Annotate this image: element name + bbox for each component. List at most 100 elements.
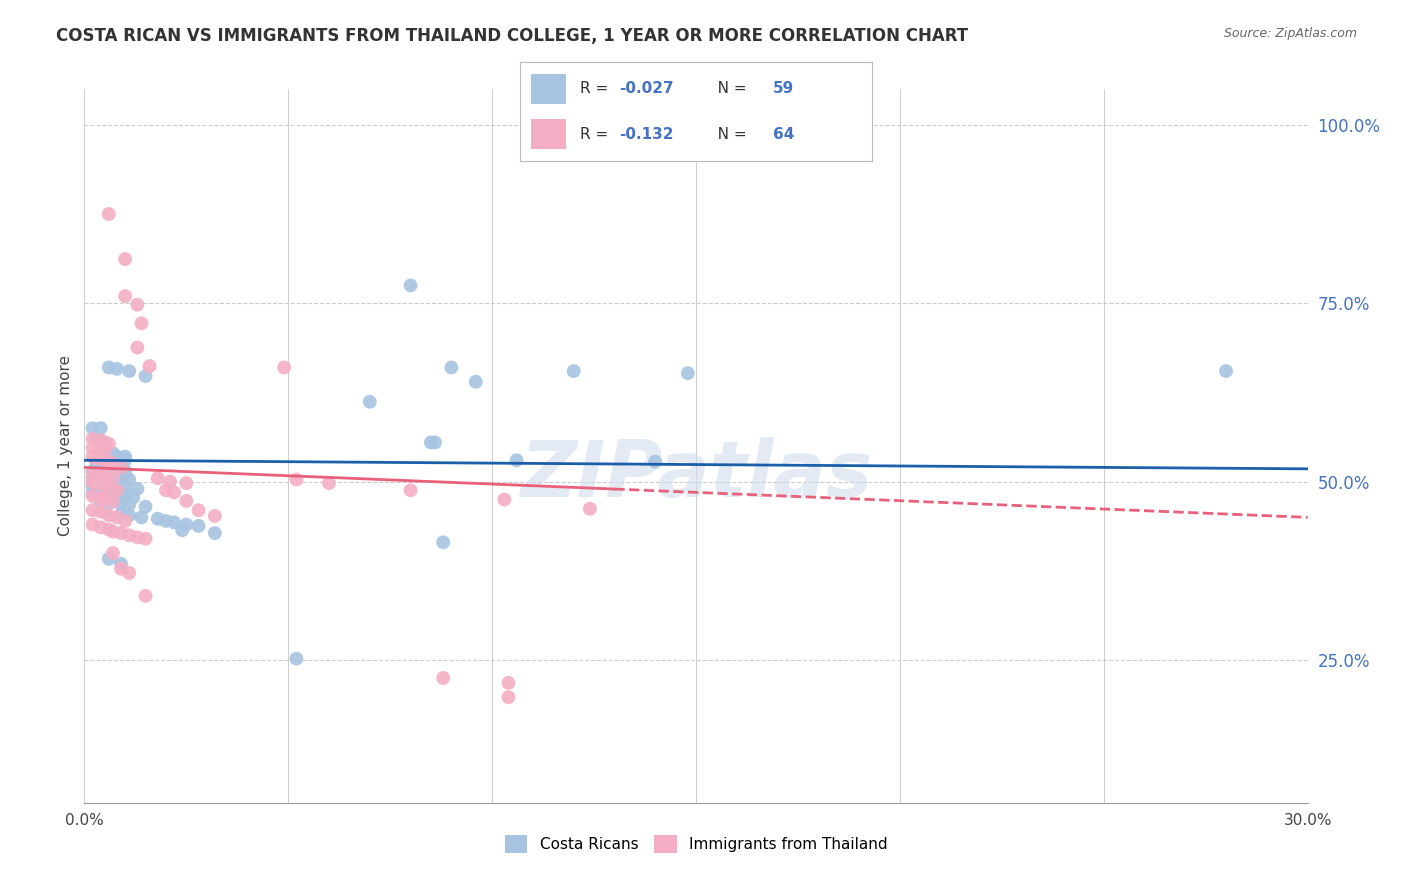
Point xyxy=(122,491,145,505)
Point xyxy=(114,289,136,303)
Point xyxy=(110,457,132,471)
Point xyxy=(114,450,136,464)
Point xyxy=(90,467,112,482)
Point xyxy=(399,483,422,498)
Point xyxy=(135,532,157,546)
Point xyxy=(101,475,124,489)
Point xyxy=(101,494,124,508)
Point xyxy=(127,341,149,355)
Point xyxy=(90,471,112,485)
Text: COSTA RICAN VS IMMIGRANTS FROM THAILAND COLLEGE, 1 YEAR OR MORE CORRELATION CHAR: COSTA RICAN VS IMMIGRANTS FROM THAILAND … xyxy=(56,27,969,45)
Point xyxy=(399,278,422,293)
Point xyxy=(118,508,141,523)
Point xyxy=(155,483,177,498)
Text: -0.132: -0.132 xyxy=(619,127,673,142)
Point xyxy=(114,453,136,467)
Point xyxy=(432,535,454,549)
Point xyxy=(127,482,149,496)
Point xyxy=(97,480,120,494)
Point xyxy=(110,496,132,510)
Point xyxy=(90,450,112,464)
Point xyxy=(82,421,104,435)
Text: R =: R = xyxy=(581,127,619,142)
Point xyxy=(110,471,132,485)
Point xyxy=(97,487,120,501)
Text: 59: 59 xyxy=(773,81,794,96)
Point xyxy=(505,453,527,467)
Point xyxy=(97,464,120,478)
Point xyxy=(440,360,463,375)
Point xyxy=(131,510,153,524)
Point xyxy=(159,475,181,489)
Point xyxy=(285,473,308,487)
Point xyxy=(204,508,226,523)
Point xyxy=(273,360,295,375)
Point xyxy=(82,466,104,480)
Point xyxy=(114,514,136,528)
Point xyxy=(127,298,149,312)
Point xyxy=(93,505,115,519)
Point xyxy=(174,494,197,508)
Point xyxy=(127,530,149,544)
Point xyxy=(114,252,136,266)
Point xyxy=(172,523,194,537)
Point xyxy=(82,503,104,517)
Point xyxy=(82,475,104,489)
Point xyxy=(464,375,486,389)
Point xyxy=(97,455,120,469)
Point xyxy=(105,510,128,524)
Point xyxy=(118,498,141,512)
Point xyxy=(1215,364,1237,378)
Point xyxy=(90,442,112,457)
Point xyxy=(187,519,209,533)
Point xyxy=(174,476,197,491)
Point xyxy=(285,651,308,665)
Point xyxy=(101,478,124,492)
Point xyxy=(97,471,120,485)
Point xyxy=(110,526,132,541)
Point xyxy=(82,517,104,532)
Point xyxy=(579,501,602,516)
Text: R =: R = xyxy=(581,81,613,96)
Point xyxy=(155,514,177,528)
Point xyxy=(135,369,157,384)
Legend: Costa Ricans, Immigrants from Thailand: Costa Ricans, Immigrants from Thailand xyxy=(499,829,893,859)
Point xyxy=(101,524,124,539)
Point xyxy=(82,485,104,500)
Point xyxy=(118,528,141,542)
Bar xyxy=(531,74,565,103)
Point xyxy=(97,551,120,566)
Point xyxy=(187,503,209,517)
Point xyxy=(174,517,197,532)
Point xyxy=(114,489,136,503)
Point xyxy=(93,492,115,507)
Point xyxy=(82,464,104,478)
Point xyxy=(93,478,115,492)
Point xyxy=(93,453,115,467)
Point xyxy=(86,457,108,471)
Point xyxy=(86,432,108,446)
Text: N =: N = xyxy=(703,127,751,142)
Text: -0.027: -0.027 xyxy=(619,81,673,96)
Point xyxy=(114,464,136,478)
Point xyxy=(90,464,112,478)
Point xyxy=(90,487,112,501)
Point xyxy=(90,421,112,435)
Point xyxy=(146,471,169,485)
Point xyxy=(93,435,115,450)
Point xyxy=(498,690,520,705)
Point xyxy=(131,316,153,330)
Point xyxy=(101,470,124,484)
Text: Source: ZipAtlas.com: Source: ZipAtlas.com xyxy=(1223,27,1357,40)
Point xyxy=(163,485,186,500)
Point xyxy=(101,494,124,508)
Point xyxy=(163,516,186,530)
Point xyxy=(86,451,108,466)
Text: N =: N = xyxy=(703,81,751,96)
Point xyxy=(118,473,141,487)
Point xyxy=(97,207,120,221)
Point xyxy=(423,435,446,450)
Point xyxy=(105,467,128,482)
Point xyxy=(101,457,124,471)
Point xyxy=(101,546,124,560)
